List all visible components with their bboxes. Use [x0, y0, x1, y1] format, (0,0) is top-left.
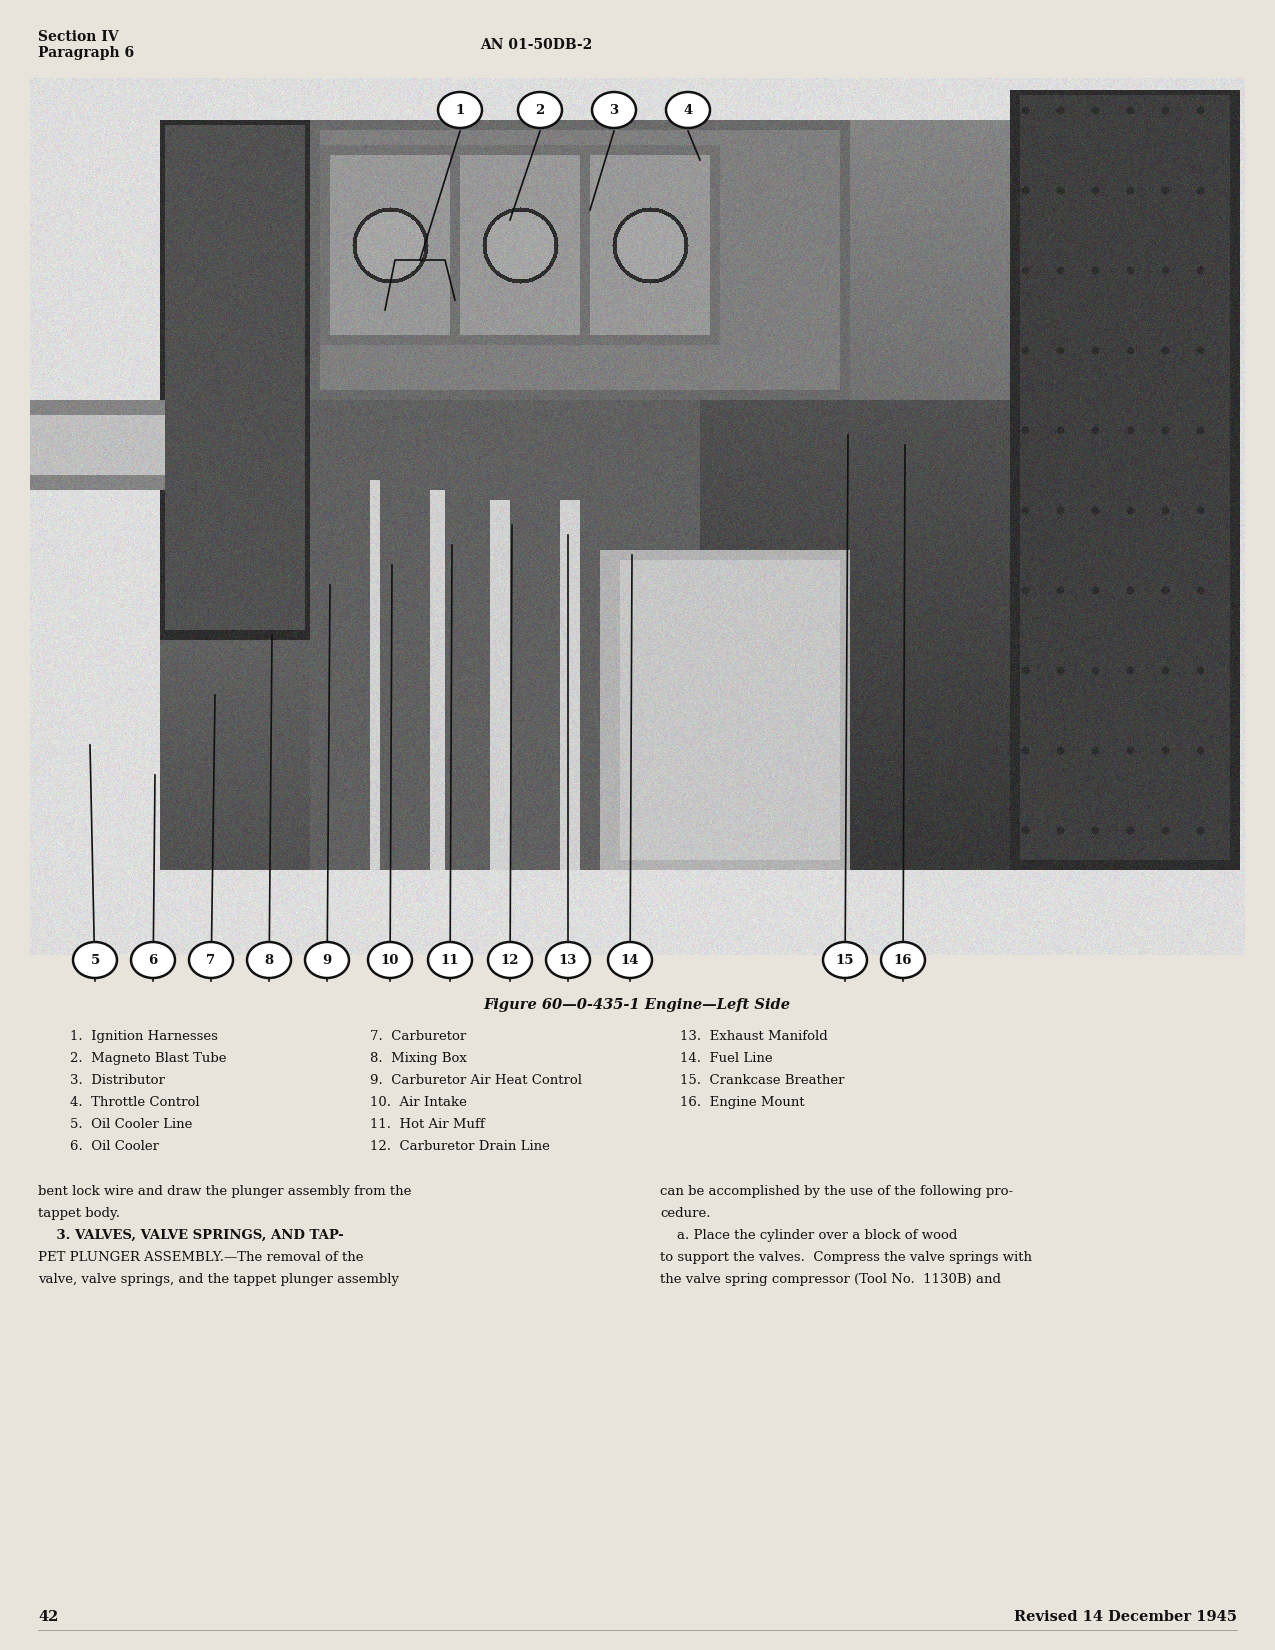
- Text: 3. VALVES, VALVE SPRINGS, AND TAP-: 3. VALVES, VALVE SPRINGS, AND TAP-: [38, 1229, 344, 1242]
- Text: 13: 13: [558, 954, 578, 967]
- Text: to support the valves.  Compress the valve springs with: to support the valves. Compress the valv…: [660, 1251, 1031, 1264]
- Text: 10.  Air Intake: 10. Air Intake: [370, 1096, 467, 1109]
- Text: cedure.: cedure.: [660, 1208, 710, 1219]
- Text: 42: 42: [38, 1610, 59, 1624]
- Text: 2: 2: [536, 104, 544, 117]
- Text: 1: 1: [455, 104, 464, 117]
- Text: 8.  Mixing Box: 8. Mixing Box: [370, 1053, 467, 1064]
- Text: 5: 5: [91, 954, 99, 967]
- Ellipse shape: [247, 942, 291, 978]
- Ellipse shape: [189, 942, 233, 978]
- Ellipse shape: [73, 942, 117, 978]
- Text: Paragraph 6: Paragraph 6: [38, 46, 134, 59]
- Text: 12.  Carburetor Drain Line: 12. Carburetor Drain Line: [370, 1140, 550, 1153]
- Text: 2.  Magneto Blast Tube: 2. Magneto Blast Tube: [70, 1053, 227, 1064]
- Text: 14: 14: [621, 954, 639, 967]
- Text: 11: 11: [441, 954, 459, 967]
- Text: 13.  Exhaust Manifold: 13. Exhaust Manifold: [680, 1030, 827, 1043]
- Text: valve, valve springs, and the tappet plunger assembly: valve, valve springs, and the tappet plu…: [38, 1274, 399, 1285]
- Ellipse shape: [666, 92, 710, 129]
- Ellipse shape: [131, 942, 175, 978]
- Text: 4: 4: [683, 104, 692, 117]
- Text: AN 01-50DB-2: AN 01-50DB-2: [479, 38, 593, 53]
- Ellipse shape: [592, 92, 636, 129]
- Text: 5.  Oil Cooler Line: 5. Oil Cooler Line: [70, 1119, 193, 1130]
- Text: can be accomplished by the use of the following pro-: can be accomplished by the use of the fo…: [660, 1185, 1014, 1198]
- Ellipse shape: [428, 942, 472, 978]
- Text: a. Place the cylinder over a block of wood: a. Place the cylinder over a block of wo…: [660, 1229, 958, 1242]
- Text: 15.  Crankcase Breather: 15. Crankcase Breather: [680, 1074, 844, 1087]
- Text: 9.  Carburetor Air Heat Control: 9. Carburetor Air Heat Control: [370, 1074, 581, 1087]
- Ellipse shape: [368, 942, 412, 978]
- Ellipse shape: [608, 942, 652, 978]
- Text: tappet body.: tappet body.: [38, 1208, 120, 1219]
- Text: the valve spring compressor (Tool No.  1130B) and: the valve spring compressor (Tool No. 11…: [660, 1274, 1001, 1285]
- Text: 8: 8: [264, 954, 274, 967]
- Ellipse shape: [488, 942, 532, 978]
- Text: Revised 14 December 1945: Revised 14 December 1945: [1014, 1610, 1237, 1624]
- Text: 9: 9: [323, 954, 332, 967]
- Text: PET PLUNGER ASSEMBLY.—The removal of the: PET PLUNGER ASSEMBLY.—The removal of the: [38, 1251, 363, 1264]
- Text: bent lock wire and draw the plunger assembly from the: bent lock wire and draw the plunger asse…: [38, 1185, 412, 1198]
- Text: 6.  Oil Cooler: 6. Oil Cooler: [70, 1140, 159, 1153]
- Text: 10: 10: [381, 954, 399, 967]
- Text: 15: 15: [835, 954, 854, 967]
- Text: 16.  Engine Mount: 16. Engine Mount: [680, 1096, 805, 1109]
- Ellipse shape: [518, 92, 562, 129]
- Text: 7.  Carburetor: 7. Carburetor: [370, 1030, 467, 1043]
- Ellipse shape: [439, 92, 482, 129]
- Text: Section IV: Section IV: [38, 30, 119, 45]
- Text: 11.  Hot Air Muff: 11. Hot Air Muff: [370, 1119, 484, 1130]
- Text: 6: 6: [148, 954, 158, 967]
- Text: 1.  Ignition Harnesses: 1. Ignition Harnesses: [70, 1030, 218, 1043]
- Text: 14.  Fuel Line: 14. Fuel Line: [680, 1053, 773, 1064]
- Text: 4.  Throttle Control: 4. Throttle Control: [70, 1096, 200, 1109]
- Text: 7: 7: [207, 954, 215, 967]
- Text: Figure 60—0-435-1 Engine—Left Side: Figure 60—0-435-1 Engine—Left Side: [483, 998, 790, 1011]
- Ellipse shape: [822, 942, 867, 978]
- Text: 12: 12: [501, 954, 519, 967]
- Ellipse shape: [881, 942, 924, 978]
- Ellipse shape: [305, 942, 349, 978]
- Text: 3: 3: [609, 104, 618, 117]
- Text: 16: 16: [894, 954, 912, 967]
- Ellipse shape: [546, 942, 590, 978]
- Text: 3.  Distributor: 3. Distributor: [70, 1074, 164, 1087]
